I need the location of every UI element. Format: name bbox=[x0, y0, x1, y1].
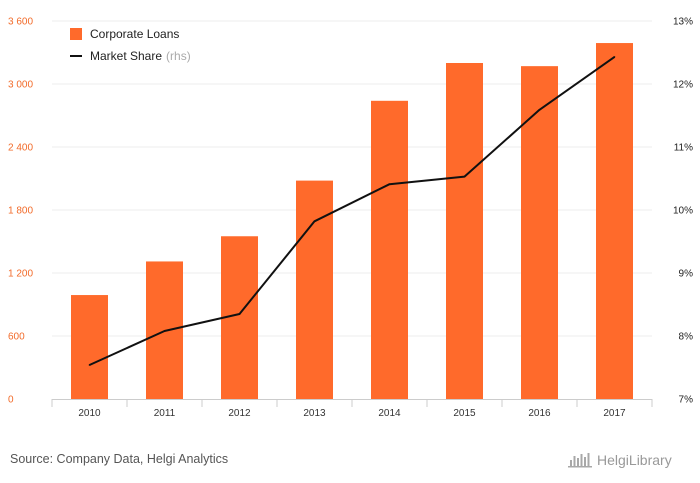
source-note: Source: Company Data, Helgi Analytics bbox=[10, 452, 228, 466]
bar-2017 bbox=[596, 43, 633, 400]
market-share-point-2013 bbox=[313, 220, 316, 223]
bar-2013 bbox=[296, 180, 333, 399]
y-right-tick-label: 12% bbox=[673, 80, 693, 91]
market-share-point-2016 bbox=[538, 109, 541, 111]
bar-chart-icon bbox=[568, 453, 592, 468]
market-share-point-2011 bbox=[163, 330, 166, 332]
y-left-tick-label: 1 800 bbox=[8, 206, 33, 217]
y-left-tick-label: 2 400 bbox=[8, 143, 33, 154]
bar-2014 bbox=[371, 100, 408, 400]
y-right-tick-label: 8% bbox=[679, 332, 694, 343]
x-tick-label: 2012 bbox=[228, 408, 251, 419]
market-share-point-2014 bbox=[388, 183, 391, 185]
y-right-tick-label: 10% bbox=[673, 206, 693, 217]
x-tick-label: 2011 bbox=[154, 408, 176, 419]
y-left-tick-label: 600 bbox=[8, 332, 25, 343]
market-share-point-2012 bbox=[238, 313, 241, 315]
legend-label-corporate-loans: Corporate Loans bbox=[90, 27, 179, 41]
y-left-tick-label: 3 600 bbox=[8, 17, 33, 28]
x-tick-label: 2014 bbox=[378, 408, 401, 419]
x-tick-label: 2015 bbox=[453, 408, 476, 419]
market-share-point-2017 bbox=[613, 56, 616, 58]
right-axis: 7% 8% 9% 10% 11% 12% 13% bbox=[673, 17, 693, 406]
x-tick-label: 2010 bbox=[78, 408, 101, 419]
brand-logo: HelgiLibrary bbox=[568, 452, 672, 468]
line-series bbox=[88, 56, 616, 366]
x-tick-label: 2013 bbox=[303, 408, 326, 419]
bar-2010 bbox=[71, 295, 108, 399]
legend-label-market-share: Market Share (rhs) bbox=[90, 49, 191, 63]
bar-2016 bbox=[521, 66, 558, 400]
x-tick-label: 2016 bbox=[528, 408, 551, 419]
market-share-line bbox=[89, 56, 616, 366]
bar-series bbox=[71, 43, 633, 400]
brand-name: HelgiLibrary bbox=[597, 452, 672, 468]
left-axis: 0 600 1 200 1 800 2 400 3 000 3 600 bbox=[8, 17, 33, 406]
y-right-tick-label: 9% bbox=[679, 269, 694, 280]
legend-label-rhs: (rhs) bbox=[166, 49, 191, 63]
legend-swatch-corporate-loans bbox=[70, 28, 82, 40]
y-left-tick-label: 3 000 bbox=[8, 80, 33, 91]
market-share-point-2015 bbox=[463, 175, 466, 178]
legend: Corporate Loans Market Share (rhs) bbox=[70, 27, 191, 63]
x-tick-label: 2017 bbox=[603, 408, 626, 419]
y-left-tick-label: 0 bbox=[8, 395, 14, 406]
gridlines bbox=[52, 20, 652, 337]
x-axis: 2010 2011 2012 2013 2014 2015 2016 2017 bbox=[51, 399, 653, 419]
y-left-tick-label: 1 200 bbox=[8, 269, 33, 280]
y-right-tick-label: 7% bbox=[679, 395, 694, 406]
market-share-point-2010 bbox=[88, 364, 91, 366]
y-right-tick-label: 11% bbox=[674, 143, 693, 154]
legend-label-market-share-name: Market Share bbox=[90, 49, 162, 63]
y-right-tick-label: 13% bbox=[673, 17, 693, 28]
bar-2015 bbox=[446, 63, 483, 399]
